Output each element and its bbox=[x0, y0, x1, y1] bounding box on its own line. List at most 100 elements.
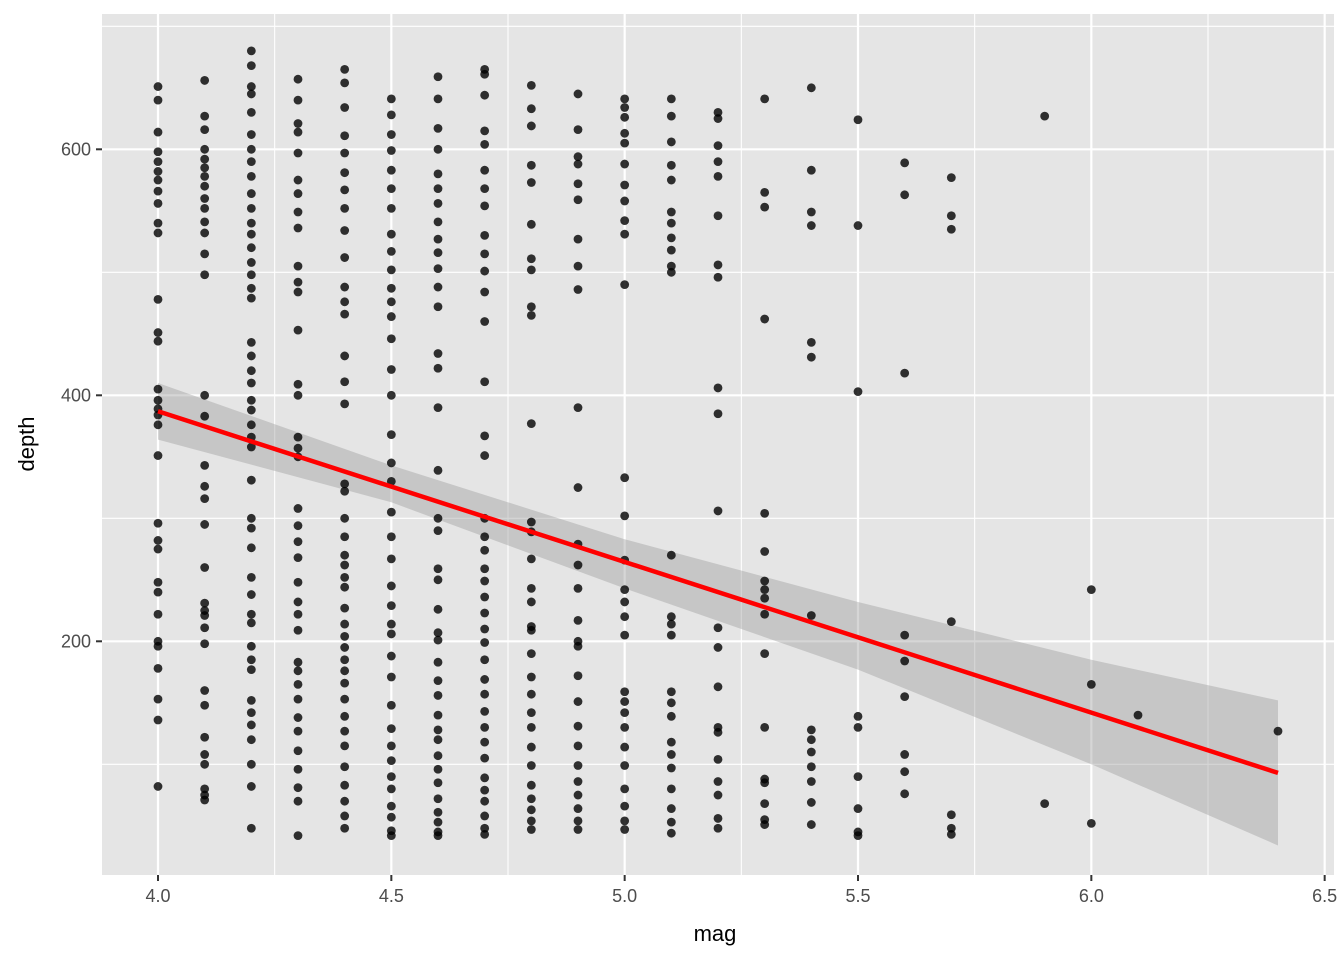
data-point bbox=[153, 186, 163, 196]
data-point bbox=[200, 217, 210, 227]
data-point bbox=[573, 721, 583, 731]
data-point bbox=[246, 695, 256, 705]
data-point bbox=[806, 735, 816, 745]
data-point bbox=[666, 267, 676, 277]
data-point bbox=[573, 761, 583, 770]
data-point bbox=[480, 689, 490, 699]
data-point bbox=[666, 261, 676, 271]
data-point bbox=[620, 612, 630, 622]
data-point bbox=[340, 619, 350, 629]
data-point bbox=[246, 229, 256, 239]
data-point bbox=[480, 451, 490, 460]
data-point bbox=[386, 756, 396, 766]
data-point bbox=[200, 270, 210, 280]
data-point bbox=[526, 805, 536, 815]
data-point bbox=[620, 630, 630, 640]
data-point bbox=[386, 619, 396, 629]
data-point bbox=[340, 726, 350, 736]
data-point bbox=[480, 90, 490, 100]
data-point bbox=[200, 390, 210, 400]
data-point bbox=[760, 576, 770, 586]
data-point bbox=[293, 277, 303, 287]
x-tick-label: 4.0 bbox=[145, 886, 170, 906]
data-point bbox=[246, 89, 256, 99]
data-point bbox=[620, 742, 630, 752]
data-point bbox=[293, 609, 303, 619]
data-point bbox=[386, 532, 396, 542]
data-point bbox=[1086, 679, 1096, 689]
data-point bbox=[433, 635, 443, 645]
x-tick-label: 6.0 bbox=[1079, 886, 1104, 906]
data-point bbox=[200, 171, 210, 181]
data-point bbox=[246, 655, 256, 665]
data-point bbox=[246, 130, 256, 139]
data-point bbox=[900, 692, 910, 702]
data-point bbox=[340, 148, 350, 158]
data-point bbox=[293, 537, 303, 547]
data-point bbox=[386, 265, 396, 275]
data-point bbox=[153, 715, 163, 725]
data-point bbox=[573, 159, 583, 169]
data-point bbox=[946, 810, 956, 820]
data-point bbox=[620, 196, 630, 206]
data-point bbox=[1040, 799, 1050, 809]
data-point bbox=[526, 584, 536, 593]
data-point bbox=[340, 399, 350, 409]
data-point bbox=[386, 184, 396, 194]
data-point bbox=[340, 711, 350, 721]
data-point bbox=[526, 80, 536, 90]
data-point bbox=[433, 710, 443, 720]
data-point bbox=[200, 732, 210, 742]
data-point bbox=[1086, 818, 1096, 828]
data-point bbox=[153, 587, 163, 597]
data-point bbox=[713, 823, 723, 833]
data-point bbox=[573, 195, 583, 205]
data-point bbox=[480, 126, 490, 136]
data-point bbox=[293, 379, 303, 389]
data-point bbox=[153, 336, 163, 346]
data-point bbox=[153, 127, 163, 137]
data-point bbox=[760, 314, 770, 324]
data-point bbox=[246, 609, 256, 619]
data-point bbox=[340, 513, 350, 523]
data-point bbox=[340, 550, 350, 560]
data-point bbox=[620, 128, 630, 138]
data-point bbox=[620, 687, 630, 697]
data-point bbox=[246, 405, 256, 415]
data-point bbox=[480, 811, 490, 821]
data-point bbox=[386, 672, 396, 682]
data-point bbox=[246, 46, 256, 56]
data-point bbox=[433, 526, 443, 535]
data-point bbox=[480, 201, 490, 211]
x-tick-label: 5.0 bbox=[612, 886, 637, 906]
data-point bbox=[200, 228, 210, 238]
data-point bbox=[526, 178, 536, 187]
data-point bbox=[246, 270, 256, 280]
data-point bbox=[200, 111, 210, 121]
data-point bbox=[480, 231, 490, 240]
data-point bbox=[246, 823, 256, 833]
data-point bbox=[340, 582, 350, 592]
data-point bbox=[760, 820, 770, 829]
data-point bbox=[246, 82, 256, 91]
data-point bbox=[666, 245, 676, 255]
data-point bbox=[246, 513, 256, 523]
data-point bbox=[666, 619, 676, 629]
data-point bbox=[386, 229, 396, 239]
data-point bbox=[573, 804, 583, 813]
data-point bbox=[573, 179, 583, 189]
data-point bbox=[713, 383, 723, 393]
data-point bbox=[620, 138, 630, 148]
data-point bbox=[293, 679, 303, 689]
data-point bbox=[153, 641, 163, 651]
data-point bbox=[806, 83, 816, 93]
data-point bbox=[386, 507, 396, 517]
data-point bbox=[293, 764, 303, 774]
data-point bbox=[620, 585, 630, 595]
data-point bbox=[293, 207, 303, 217]
data-point bbox=[433, 764, 443, 774]
data-point bbox=[433, 513, 443, 523]
data-point bbox=[293, 148, 303, 158]
data-point bbox=[293, 831, 303, 841]
data-point bbox=[526, 302, 536, 312]
